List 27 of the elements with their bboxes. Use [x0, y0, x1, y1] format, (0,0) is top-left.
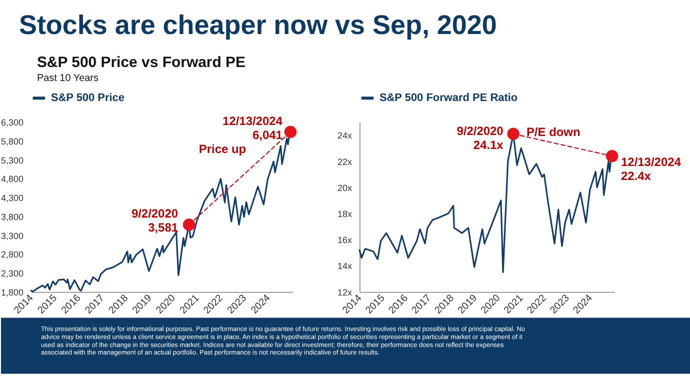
y-tick-label: 12x: [338, 287, 352, 298]
y-tick-label: 5,800: [1, 136, 24, 146]
annotation: 12/13/2024 6,041: [222, 114, 283, 142]
chart-title: Stocks are cheaper now vs Sep, 2020: [18, 10, 497, 40]
y-tick-label: 16x: [338, 235, 352, 246]
y-tick-label: 2,300: [1, 268, 24, 278]
annotation: 12/13/2024 22.4x: [621, 155, 682, 184]
y-tick-label: 3,300: [1, 230, 24, 241]
annotation: 9/2/2020 3,581: [131, 206, 178, 235]
chart-subtitle: S&P 500 Price vs Forward PE Past 10 Years: [36, 54, 246, 84]
y-tick-label: 18x: [338, 208, 352, 219]
y-tick-label: 3,800: [1, 212, 24, 222]
annotation: P/E down: [526, 124, 580, 139]
y-tick-label: 22x: [338, 156, 352, 167]
annotation: Price up: [198, 142, 246, 156]
y-tick-label: 20x: [338, 182, 352, 193]
y-tick-label: 4,300: [1, 193, 24, 204]
y-tick-label: 24x: [338, 130, 352, 141]
y-tick-label: 5,300: [1, 155, 24, 166]
y-tick-label: 4,800: [1, 174, 24, 184]
annotation: 9/2/2020 24.1x: [456, 124, 504, 152]
y-tick-label: 1,800: [1, 287, 24, 298]
legend-label: S&P 500 Forward PE Ratio: [379, 92, 518, 104]
y-tick-label: 6,300: [1, 118, 24, 128]
y-tick-label: 14x: [338, 261, 352, 272]
y-tick-label: 2,800: [1, 250, 24, 260]
legend-label: S&P 500 Price: [50, 92, 125, 104]
